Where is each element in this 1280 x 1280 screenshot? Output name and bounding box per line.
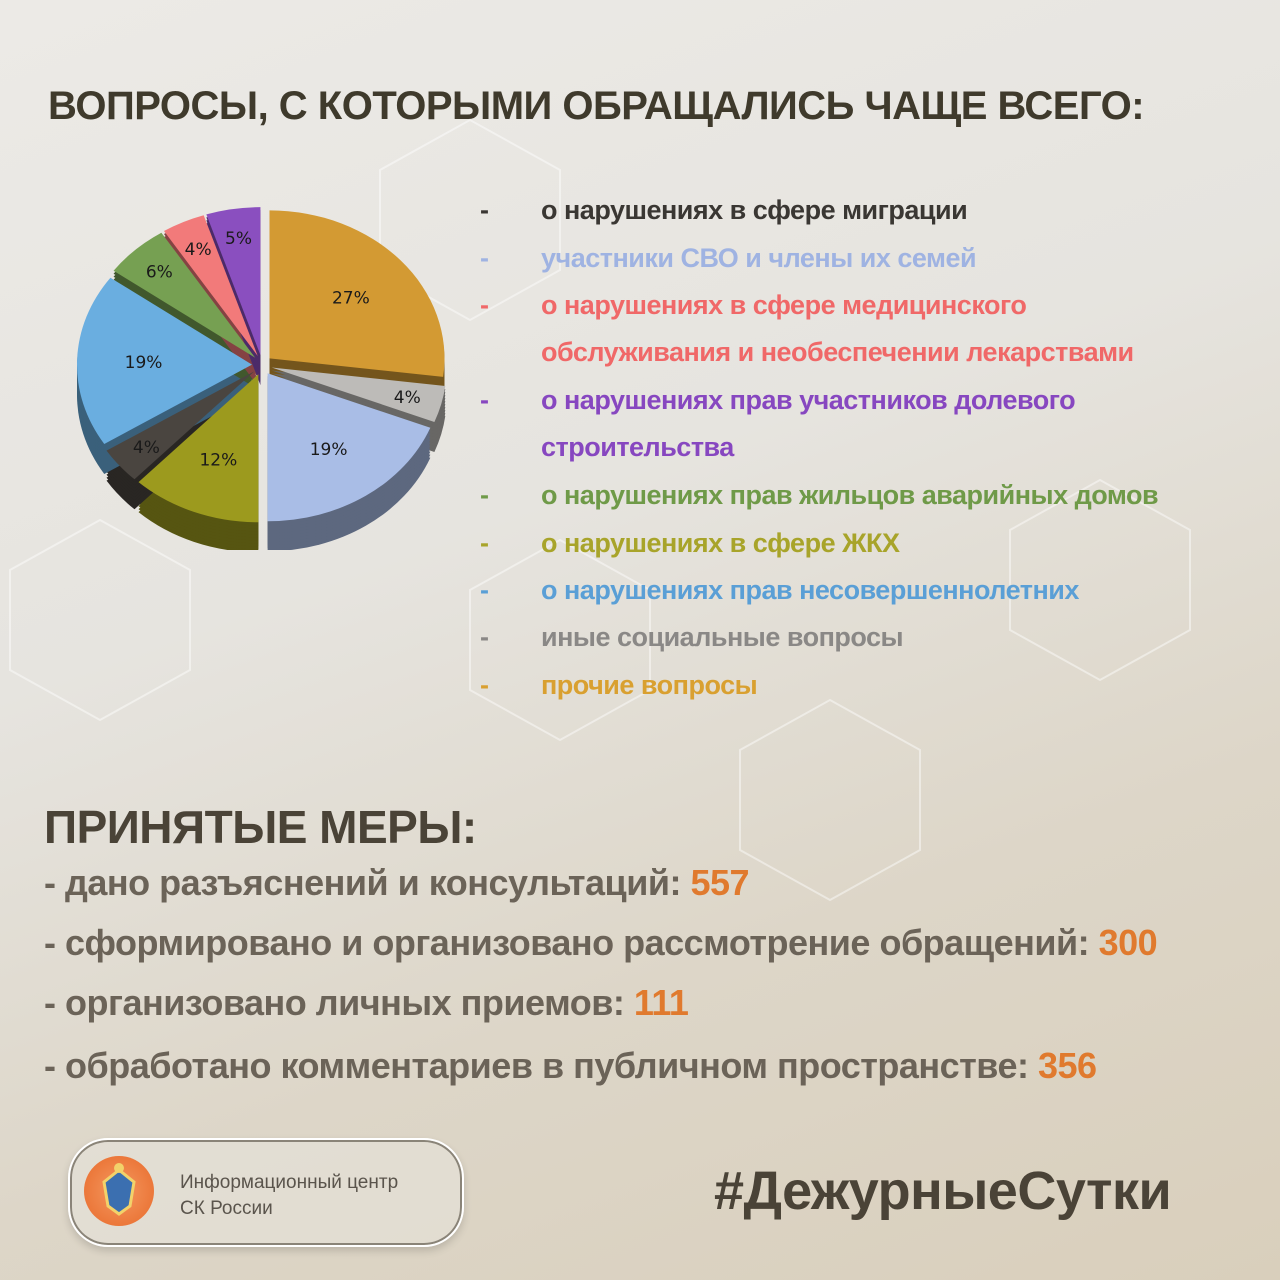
legend-label: строительства [541,432,734,462]
logo-badge: Информационный центр СК России [68,1138,464,1247]
pie-slice-label: 6% [146,262,173,282]
pie-slice-label: 19% [125,353,163,373]
legend-label: о нарушениях в сфере миграции [541,195,968,225]
pie-slice-label: 27% [332,289,370,309]
sk-emblem-icon [84,1156,154,1226]
legend-label: иные социальные вопросы [541,622,904,652]
pie-slice [138,374,259,523]
legend-label: о нарушениях прав жильцов аварийных домо… [541,480,1159,510]
pie-slice-label: 5% [225,229,252,249]
legend-label: о нарушениях в сфере медицинского [541,290,1027,320]
legend-label: о нарушениях прав несовершеннолетних [541,575,1079,605]
pie-slice [271,367,446,422]
legend-label: о нарушениях прав участников долевого [541,385,1076,415]
pie-slice-label: 12% [199,451,237,471]
legend-dash: - [480,243,489,273]
legend-dash: - [480,670,489,700]
legend-label: участники СВО и члены их семей [541,243,977,273]
pie-slice-label: 19% [310,440,348,460]
legend-dash: - [480,528,489,558]
pie-slice-label: 4% [394,388,421,408]
measure-item: - обработано комментариев в публичном пр… [44,1045,1097,1086]
legend-dash: - [480,290,489,320]
measures-title: ПРИНЯТЫЕ МЕРЫ: [44,801,477,853]
page-title: ВОПРОСЫ, С КОТОРЫМИ ОБРАЩАЛИСЬ ЧАЩЕ ВСЕГ… [48,84,1145,128]
pie-slice [269,210,445,377]
pie-slice-side [271,373,446,428]
pie-slice [267,373,431,522]
pie-slice [77,277,253,444]
legend-label: о нарушениях в сфере ЖКХ [541,528,900,558]
logo-text: Информационный центр СК России [180,1172,399,1219]
pie-slice [106,371,255,480]
measure-item: - организовано личных приемов: 111 [44,982,689,1023]
legend-dash: - [480,575,489,605]
legend-dash: - [480,622,489,652]
pie-slice [206,207,261,356]
measure-item: - сформировано и организовано рассмотрен… [44,922,1158,963]
legend-label: прочие вопросы [541,670,758,700]
legend-dash: - [480,480,489,510]
legend-dash: - [480,385,489,415]
pie-slice-side [271,370,446,425]
pie-slice [113,232,256,358]
measure-item: - дано разъяснений и консультаций: 557 [44,862,750,903]
hashtag: #ДежурныеСутки [714,1161,1172,1221]
pie-chart: 27% 4% 19% 12% 4% 19% 6% 4% 5% [77,207,446,550]
pie-slice [163,215,258,356]
legend-dash: - [480,195,489,225]
legend-label: обслуживания и необеспечении лекарствами [541,337,1134,367]
pie-slice-label: 4% [133,438,160,458]
pie-slice-label: 4% [185,240,212,260]
